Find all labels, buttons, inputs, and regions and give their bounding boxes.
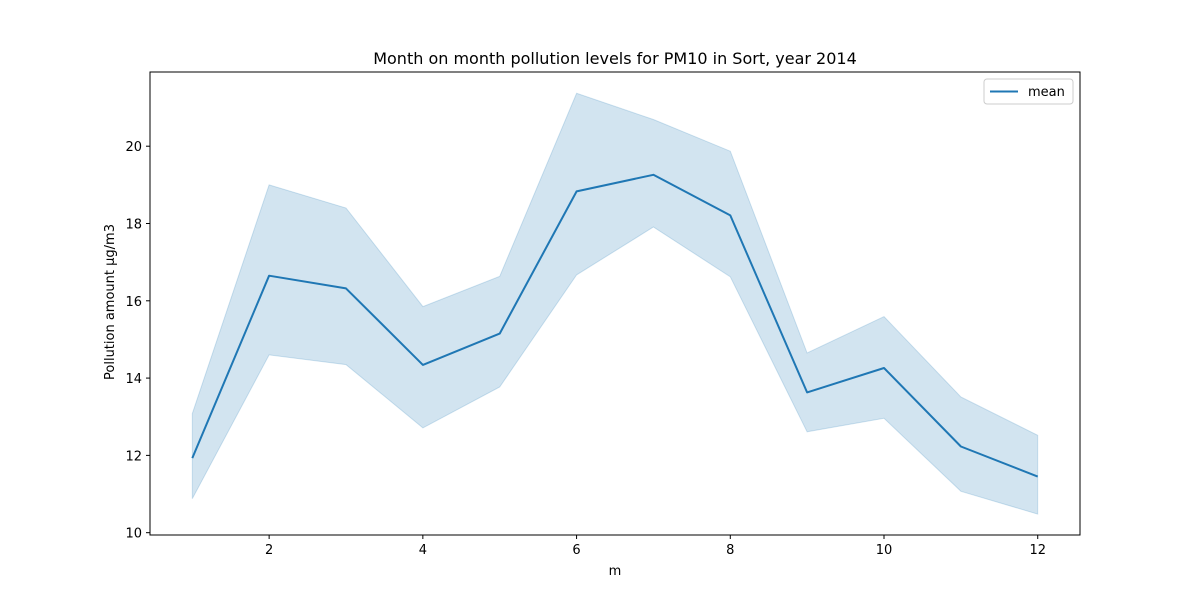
y-tick-label: 20 <box>125 140 142 155</box>
y-tick-label: 14 <box>125 372 142 387</box>
series-line-mean <box>191 173 1039 478</box>
legend-label-mean: mean <box>1028 85 1065 100</box>
x-axis-label: m <box>609 564 622 579</box>
y-tick-label: 16 <box>125 295 142 310</box>
x-tick-label: 10 <box>876 543 893 558</box>
plot-frame <box>149 71 1081 536</box>
confidence-band <box>191 92 1039 515</box>
legend: mean <box>983 78 1074 105</box>
legend-box <box>983 78 1074 105</box>
x-tick-label: 6 <box>572 543 580 558</box>
chart-title: Month on month pollution levels for PM10… <box>373 49 857 68</box>
y-tick-label: 12 <box>125 449 142 464</box>
confidence-band-layer <box>191 92 1039 515</box>
x-tick-label: 12 <box>1029 543 1046 558</box>
y-axis-label: Pollution amount μg/m3 <box>103 224 118 380</box>
y-tick-label: 10 <box>125 527 142 542</box>
axes: 2 4 6 8 10 12 10 12 14 16 18 20 <box>125 71 1081 558</box>
series-line-layer <box>191 173 1039 478</box>
x-tick-label: 8 <box>726 543 734 558</box>
y-tick-label: 18 <box>125 217 142 232</box>
x-tick-label: 4 <box>419 543 427 558</box>
x-tick-label: 2 <box>265 543 273 558</box>
